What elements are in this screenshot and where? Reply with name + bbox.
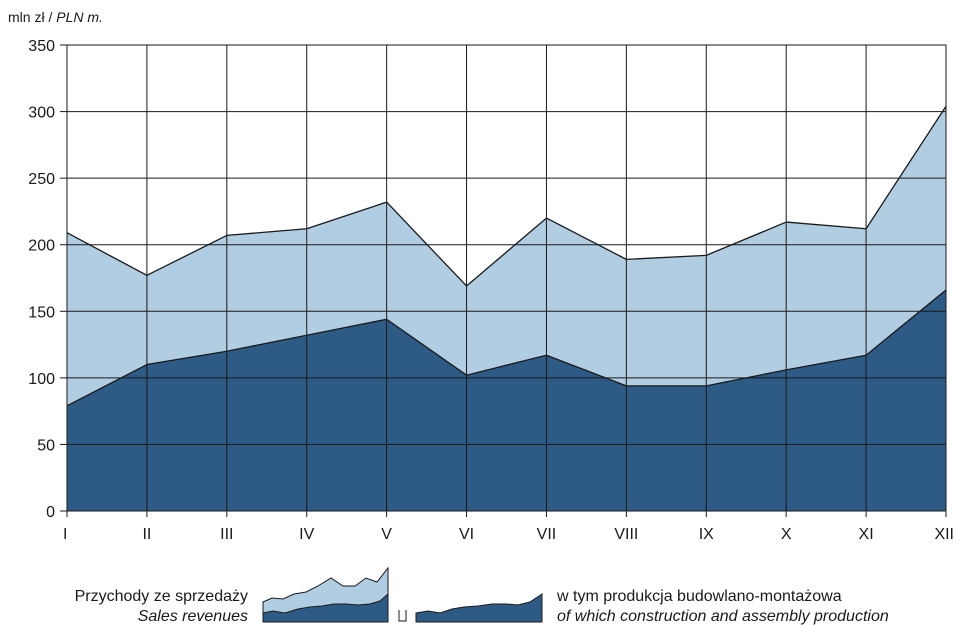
legend-sales-swatch: [262, 566, 389, 623]
area-construction: [67, 289, 946, 511]
x-tick-label-XII: XII: [934, 526, 954, 543]
legend-sales-swatch-dark: [262, 592, 389, 623]
y-tick-label-0: 0: [46, 504, 55, 521]
legend-construction-label-pl: w tym produkcja budowlano-montażowa: [556, 588, 842, 605]
x-tick-label-IV: IV: [299, 526, 314, 543]
x-tick-label-X: X: [781, 526, 792, 543]
x-tick-label-IX: IX: [699, 526, 714, 543]
legend-sales-label-en: Sales revenues: [138, 608, 248, 625]
x-tick-label-III: III: [220, 526, 233, 543]
unit-label-regular: mln zł /: [8, 9, 56, 25]
x-tick-label-VII: VII: [537, 526, 557, 543]
x-tick-label-VIII: VIII: [614, 526, 638, 543]
legend-construction-swatch: [415, 593, 543, 623]
y-axis: 0 50 100 150 200 250 300 350: [28, 38, 67, 521]
unit-label-italic: PLN m.: [56, 9, 103, 25]
x-tick-label-I: I: [63, 526, 67, 543]
legend-construction-label-en: of which construction and assembly produ…: [557, 608, 889, 625]
y-tick-label-2: 100: [28, 371, 55, 388]
y-tick-label-3: 150: [28, 304, 55, 321]
legend: Przychody ze sprzedaży Sales revenues w …: [75, 566, 889, 625]
y-tick-label-5: 250: [28, 171, 55, 188]
y-tick-label-7: 350: [28, 38, 55, 55]
y-tick-label-4: 200: [28, 238, 55, 255]
x-axis: I II III IV V VI VII VIII IX X XI XII: [63, 511, 954, 543]
x-tick-label-V: V: [381, 526, 392, 543]
plot-frame: [66, 44, 947, 512]
plot-area: [66, 44, 947, 512]
series-line-sales: [66, 105, 947, 287]
legend-sales-label-pl: Przychody ze sprzedaży: [75, 588, 248, 605]
x-tick-label-II: II: [142, 526, 151, 543]
y-tick-label-6: 300: [28, 105, 55, 122]
x-tick-label-XI: XI: [859, 526, 874, 543]
series-line-construction: [66, 289, 947, 407]
y-tick-label-1: 50: [37, 437, 55, 454]
unit-label: mln zł / PLN m.: [8, 9, 103, 25]
legend-connector: [398, 610, 407, 622]
x-tick-label-VI: VI: [459, 526, 474, 543]
